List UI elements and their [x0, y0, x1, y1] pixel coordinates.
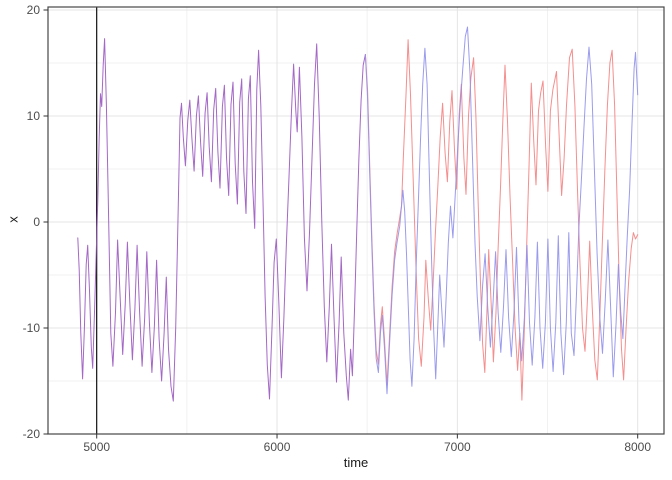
y-tick-label: 10	[27, 109, 41, 123]
y-tick-label: -20	[23, 427, 41, 441]
plot-panel	[48, 7, 664, 434]
series-line-trajectory-1-red	[364, 39, 639, 401]
x-tick-label: 6000	[264, 440, 291, 454]
x-tick-label: 7000	[444, 440, 471, 454]
y-tick-label: 0	[33, 215, 40, 229]
panel-border	[47, 6, 665, 435]
series-line-trajectory-2-blue	[364, 26, 639, 395]
y-tick-label: 20	[27, 3, 41, 17]
series-line-overlap-both-series	[77, 38, 366, 402]
y-axis-title: x	[5, 216, 21, 223]
x-axis-title: time	[343, 455, 369, 470]
y-tick-label: -10	[23, 321, 41, 335]
x-tick-label: 8000	[624, 440, 651, 454]
x-tick-label: 5000	[83, 440, 110, 454]
